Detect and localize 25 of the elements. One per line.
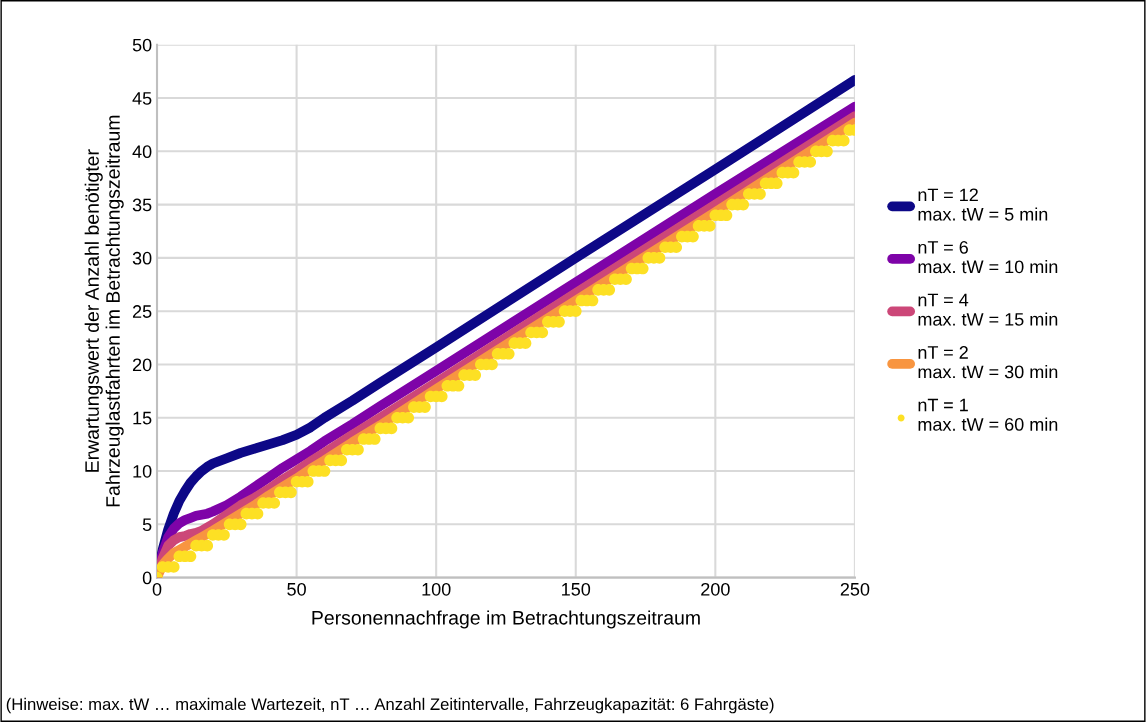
legend-label: nT = 6 max. tW = 10 min [918, 240, 1058, 274]
legend-label: nT = 4 max. tW = 15 min [918, 293, 1058, 326]
y-tick-label: 0 [142, 571, 152, 585]
y-tick-label: 30 [132, 251, 152, 265]
y-tick-label: 20 [132, 358, 152, 372]
x-axis-title: Personennachfrage im Betrachtungszeitraum [312, 610, 700, 629]
x-tick-label: 50 [287, 582, 306, 596]
y-tick-label: 40 [132, 145, 152, 159]
legend-label: nT = 2 max. tW = 30 min [918, 346, 1058, 379]
legend-label: nT = 1 max. tW = 60 min [918, 398, 1058, 431]
y-tick-label: 45 [132, 92, 152, 105]
x-tick-label: 150 [562, 582, 591, 596]
y-tick-label: 10 [133, 464, 152, 478]
y-axis-title: Erwartungswert der Anzahl benötigter Fahrzeuglastfahrten im Betrachtungszeitraum [84, 115, 124, 507]
x-tick-label: 200 [701, 582, 730, 596]
text: (Hinweise: max. tW … maximale Wartezeit, nT … Anzahl Zeitintervalle, Fahrzeugkapazität: 6 Fahrgäste) [6, 697, 774, 714]
legend-label: nT = 12 max. tW = 5 min [918, 188, 1048, 221]
y-tick-label: 25 [132, 305, 152, 318]
x-tick-label: 0 [152, 582, 162, 596]
y-tick-label: 5 [142, 518, 152, 532]
x-tick-label: 100 [422, 582, 451, 596]
y-tick-label: 15 [133, 411, 152, 425]
y-tick-label: 50 [132, 38, 152, 52]
y-tick-label: 35 [132, 198, 152, 212]
x-tick-label: 250 [840, 582, 870, 596]
